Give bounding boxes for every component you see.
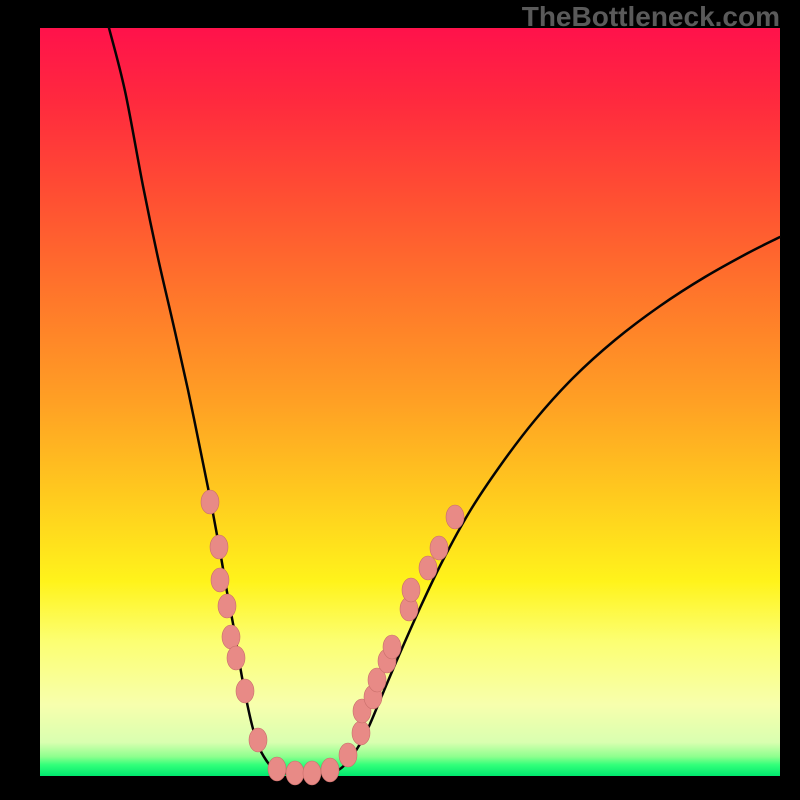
- gradient-background: [40, 28, 780, 776]
- watermark-text: TheBottleneck.com: [522, 1, 780, 33]
- plot-area: [40, 28, 780, 776]
- chart-root: TheBottleneck.com: [0, 0, 800, 800]
